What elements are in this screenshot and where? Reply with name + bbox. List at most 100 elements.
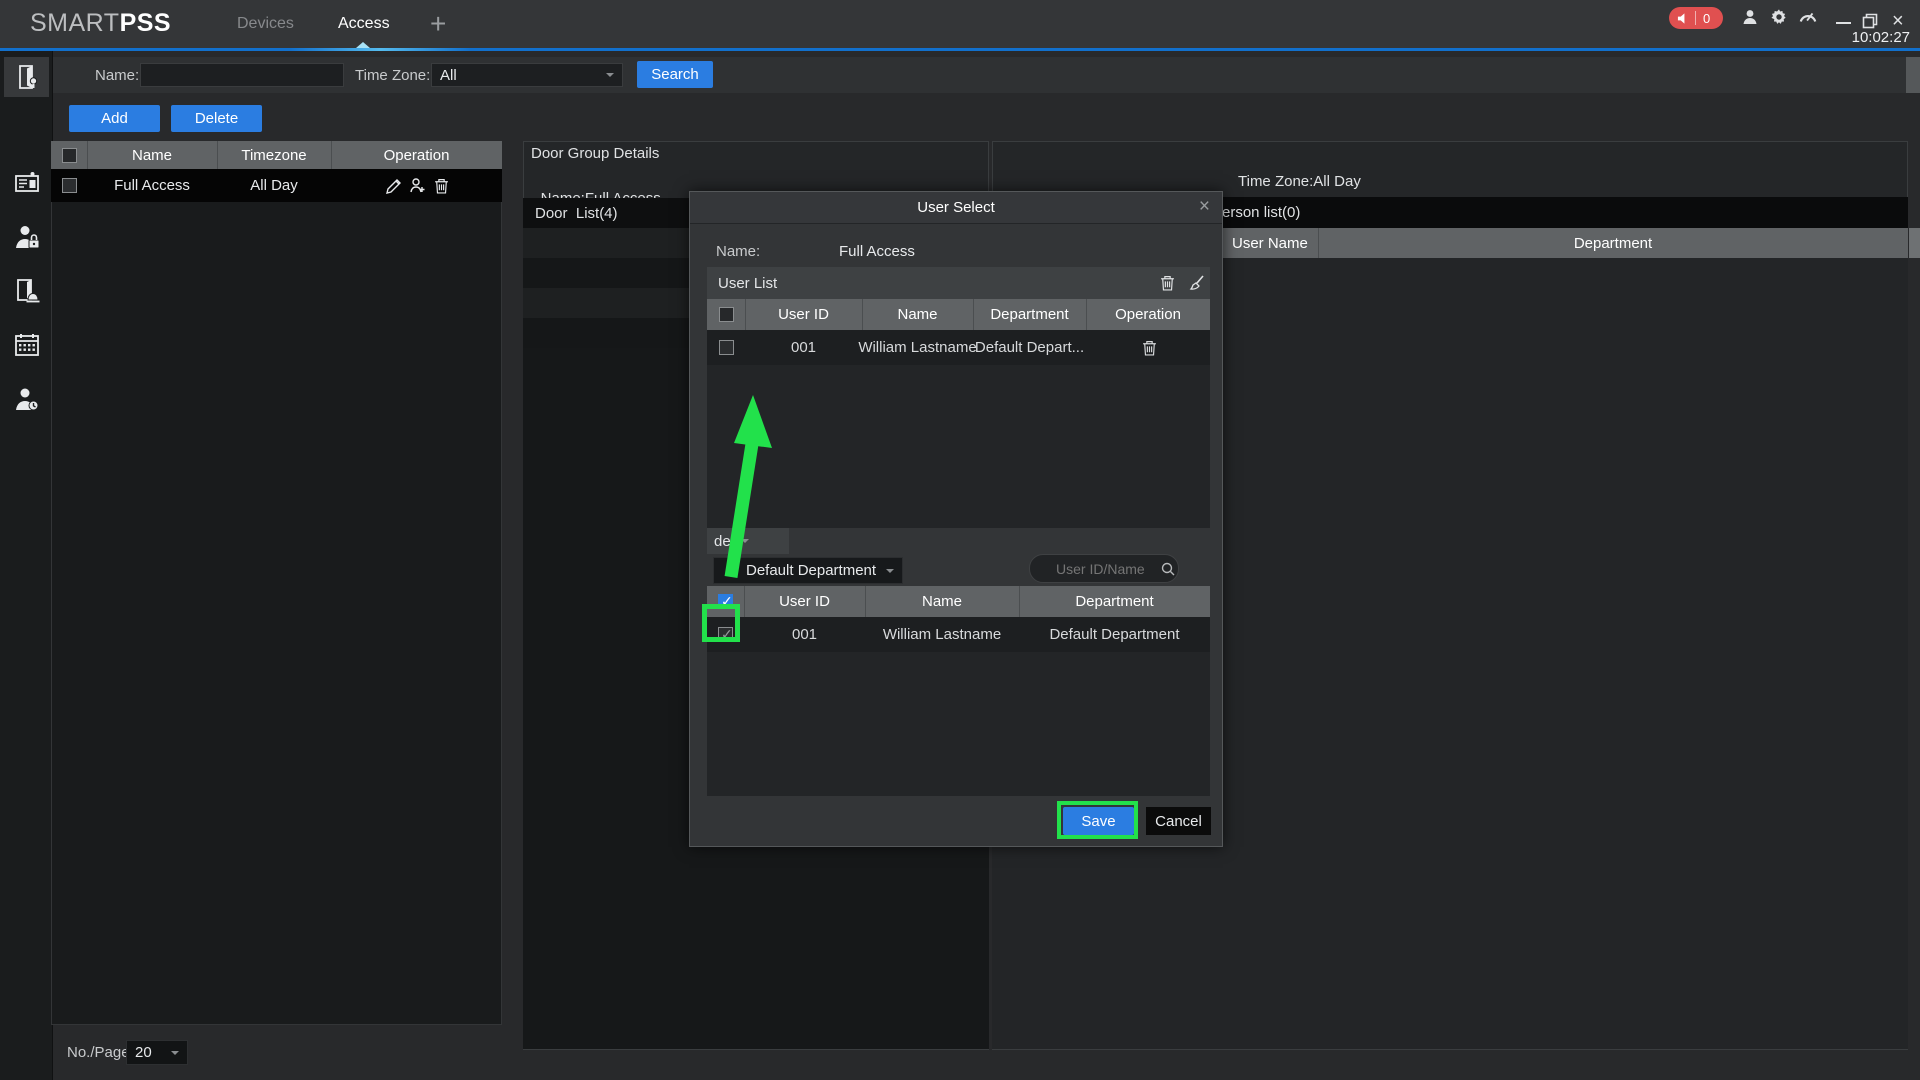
- restore-button[interactable]: [1862, 13, 1878, 29]
- group-col-name: Name: [131, 146, 172, 164]
- selected-row-name: William Lastname: [858, 339, 977, 356]
- selected-col-operation: Operation: [1115, 306, 1181, 323]
- dialog-titlebar: User Select: [690, 192, 1222, 224]
- filter-name-label: Name:: [95, 66, 140, 84]
- save-button[interactable]: Save: [1063, 807, 1134, 835]
- dialog-name-value: Full Access: [839, 243, 915, 260]
- edit-pencil-icon[interactable]: [385, 177, 403, 195]
- group-select-all-checkbox[interactable]: [61, 147, 77, 163]
- active-tab-pointer-icon: [356, 42, 370, 48]
- group-col-timezone: Timezone: [241, 146, 307, 164]
- dialog-title: User Select: [917, 199, 995, 216]
- performance-gauge-icon[interactable]: [1799, 8, 1817, 26]
- source-table-row[interactable]: 001 William Lastname Default Department: [707, 617, 1210, 652]
- department-select[interactable]: Default Department: [713, 557, 903, 584]
- alarm-count: 0: [1703, 10, 1711, 26]
- chevron-down-icon: [171, 1050, 179, 1055]
- delete-selected-trash-icon[interactable]: [1159, 274, 1176, 292]
- per-page-select[interactable]: 20: [126, 1040, 188, 1065]
- filter-bar: [53, 57, 1906, 93]
- tab-access[interactable]: Access: [338, 15, 390, 32]
- delete-button[interactable]: Delete: [171, 105, 262, 132]
- sidebar-item-door-console-icon[interactable]: [13, 63, 41, 91]
- source-row-department: Default Department: [1049, 626, 1180, 643]
- source-table-header: User ID Name Department: [707, 586, 1210, 617]
- source-col-userid: User ID: [779, 593, 830, 610]
- door-group-title: Door Group Details: [531, 145, 660, 162]
- group-col-operation: Operation: [383, 146, 450, 164]
- chevron-down-icon: [740, 539, 749, 543]
- add-user-icon[interactable]: [409, 177, 427, 195]
- logo-smart: SMART: [30, 9, 120, 37]
- dialog-close-icon[interactable]: ×: [1198, 196, 1210, 217]
- person-table-scroll-nub[interactable]: [1909, 228, 1920, 258]
- per-page-label: No./Page: [67, 1044, 130, 1061]
- group-table-panel: [51, 141, 502, 1025]
- speaker-icon: [1677, 12, 1685, 24]
- minimize-button[interactable]: [1836, 22, 1851, 24]
- sidebar: [0, 51, 53, 1080]
- source-row-name: William Lastname: [882, 626, 1002, 643]
- badge-divider: [1695, 11, 1696, 25]
- remove-user-trash-icon[interactable]: [1141, 339, 1158, 357]
- person-col-department: Department: [1573, 234, 1653, 252]
- filter-name-input[interactable]: [140, 63, 344, 87]
- clear-all-broom-icon[interactable]: [1187, 273, 1207, 293]
- hide-panel-tab[interactable]: de: [707, 528, 789, 554]
- person-panel-timezone: Time Zone:All Day: [1238, 173, 1361, 190]
- app-logo: SMARTPSS: [30, 9, 171, 38]
- selected-col-userid: User ID: [778, 306, 829, 323]
- sidebar-item-door-alarm-icon[interactable]: [13, 277, 41, 305]
- filter-timezone-select[interactable]: All: [431, 63, 623, 87]
- user-search-box[interactable]: [1029, 554, 1179, 583]
- source-table-body: 001 William Lastname Default Department: [707, 617, 1210, 796]
- delete-trash-icon[interactable]: [433, 177, 450, 195]
- filter-timezone-label: Time Zone:: [355, 66, 431, 84]
- search-button[interactable]: Search: [637, 61, 713, 88]
- sidebar-active-tile: [4, 57, 49, 97]
- user-account-icon[interactable]: [1741, 8, 1759, 26]
- group-table-header: Name Timezone Operation: [51, 141, 502, 169]
- selected-row-department: Default Depart...: [974, 339, 1085, 356]
- selected-row-checkbox[interactable]: [718, 340, 734, 355]
- tab-devices[interactable]: Devices: [237, 15, 294, 32]
- selected-select-all-checkbox[interactable]: [718, 307, 734, 322]
- alarm-badge[interactable]: 0: [1669, 7, 1723, 29]
- user-list-group-header: User List: [707, 267, 1210, 299]
- selected-table-row[interactable]: 001 William Lastname Default Depart...: [707, 330, 1210, 365]
- sidebar-item-schedule-icon[interactable]: [13, 331, 41, 359]
- source-select-all-checkbox[interactable]: [718, 593, 733, 610]
- new-tab-button[interactable]: +: [430, 8, 447, 39]
- chevron-down-icon: [886, 568, 894, 573]
- selected-table-body: 001 William Lastname Default Depart...: [707, 330, 1210, 528]
- chevron-down-icon: [606, 73, 614, 77]
- selected-col-name: Name: [897, 306, 938, 323]
- dialog-name-label: Name:: [716, 243, 761, 260]
- person-list-count: Person list(0): [1212, 204, 1301, 221]
- user-search-input[interactable]: [1048, 560, 1160, 577]
- settings-gear-icon[interactable]: [1770, 8, 1788, 26]
- source-row-checkbox[interactable]: [718, 626, 733, 643]
- selected-table-header: User ID Name Department Operation: [707, 299, 1210, 330]
- group-row-timezone: All Day: [250, 177, 298, 194]
- filter-bar-scroll-nub[interactable]: [1906, 57, 1920, 93]
- system-clock: 10:02:27: [1851, 29, 1910, 46]
- close-button[interactable]: ×: [1892, 10, 1904, 32]
- person-col-username: User Name: [1232, 234, 1308, 252]
- logo-pss: PSS: [119, 9, 172, 37]
- group-row-name: Full Access: [114, 177, 190, 194]
- selected-col-department: Department: [990, 306, 1069, 323]
- user-select-dialog: User Select × Name: Full Access User Lis…: [689, 191, 1223, 847]
- active-tab-glow: [290, 48, 470, 51]
- selected-row-userid: 001: [790, 339, 817, 356]
- sidebar-item-id-card-icon[interactable]: [13, 168, 41, 196]
- group-row-checkbox[interactable]: [61, 178, 77, 193]
- sidebar-item-access-permission-icon[interactable]: [13, 223, 41, 251]
- sidebar-item-attendance-icon[interactable]: [13, 385, 41, 413]
- add-button[interactable]: Add: [69, 105, 160, 132]
- source-col-name: Name: [921, 593, 962, 610]
- source-row-userid: 001: [791, 626, 818, 643]
- cancel-button[interactable]: Cancel: [1146, 807, 1211, 835]
- group-table-row[interactable]: Full Access All Day: [51, 169, 502, 202]
